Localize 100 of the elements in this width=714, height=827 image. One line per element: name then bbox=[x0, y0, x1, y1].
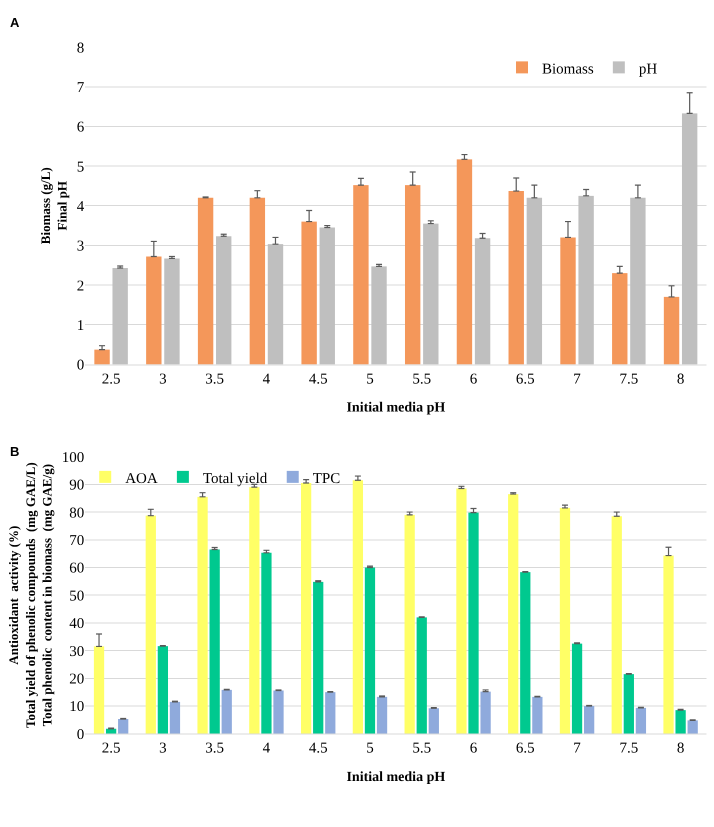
bar bbox=[94, 350, 110, 364]
x-tick-label: 4.5 bbox=[308, 740, 328, 757]
x-axis-title: Initial media pH bbox=[346, 400, 446, 416]
y-tick-label: 80 bbox=[69, 505, 84, 522]
bar bbox=[216, 236, 232, 364]
bar bbox=[612, 273, 628, 364]
y-tick-label: 90 bbox=[69, 478, 84, 494]
bar bbox=[197, 496, 208, 734]
text: A bbox=[10, 15, 20, 30]
bar bbox=[146, 516, 156, 734]
x-tick-label: 5 bbox=[366, 371, 374, 388]
bar bbox=[520, 572, 530, 734]
bar bbox=[146, 256, 162, 364]
x-tick-label: 5.5 bbox=[412, 371, 432, 388]
bar bbox=[612, 516, 622, 734]
bar bbox=[508, 494, 518, 734]
bar bbox=[364, 567, 376, 734]
legend-label: Total yield bbox=[202, 470, 268, 487]
y-axis-title: Biomass (g/L) Final pH bbox=[38, 167, 70, 244]
x-tick-label: 7 bbox=[573, 371, 582, 388]
x-tick-label: 4.5 bbox=[308, 371, 328, 388]
bar bbox=[584, 706, 594, 734]
x-tick-label: 2.5 bbox=[102, 740, 120, 757]
bar bbox=[428, 708, 439, 734]
bar bbox=[532, 696, 542, 734]
bar bbox=[301, 222, 317, 364]
x-axis-title: Initial media pH bbox=[346, 770, 446, 785]
bar bbox=[158, 646, 168, 734]
bar bbox=[300, 482, 312, 734]
y-tick-label: 4 bbox=[76, 198, 85, 215]
bar bbox=[663, 556, 674, 734]
y-tick-label: 60 bbox=[69, 560, 84, 577]
bar bbox=[313, 582, 324, 734]
bar bbox=[423, 224, 438, 364]
bar bbox=[273, 690, 284, 734]
bar bbox=[688, 720, 698, 734]
bar bbox=[474, 238, 490, 364]
bar bbox=[636, 708, 646, 734]
bar bbox=[164, 258, 180, 364]
bar bbox=[353, 185, 369, 364]
bar bbox=[578, 196, 594, 364]
bar bbox=[526, 198, 542, 364]
bar bbox=[261, 552, 272, 734]
bar bbox=[560, 508, 570, 734]
x-tick-label: 3 bbox=[159, 371, 167, 388]
x-tick-label: 6 bbox=[470, 371, 478, 388]
bar bbox=[560, 237, 576, 364]
bar bbox=[480, 692, 491, 734]
bar bbox=[250, 198, 266, 364]
bar bbox=[112, 268, 128, 364]
legend-label: AOA bbox=[125, 470, 158, 487]
bar bbox=[456, 488, 467, 734]
x-tick-label: 3.5 bbox=[205, 371, 224, 388]
bar bbox=[268, 244, 284, 364]
y-tick-label: 5 bbox=[76, 159, 84, 176]
y-tick-label: 6 bbox=[76, 120, 85, 136]
y-tick-label: 3 bbox=[76, 238, 84, 255]
bar bbox=[468, 512, 479, 734]
text: B bbox=[10, 444, 20, 459]
bar bbox=[170, 702, 180, 734]
bar bbox=[222, 690, 232, 734]
x-tick-label: 6 bbox=[470, 740, 478, 757]
bar bbox=[416, 617, 427, 734]
y-tick-label: 100 bbox=[62, 450, 84, 466]
y-tick-label: 8 bbox=[76, 40, 84, 56]
bar bbox=[675, 710, 686, 734]
x-tick-label: 3 bbox=[159, 740, 167, 757]
x-tick-label: 8 bbox=[676, 740, 684, 757]
x-tick-label: 6.5 bbox=[516, 371, 535, 388]
bar bbox=[320, 228, 335, 364]
y-tick-label: 0 bbox=[76, 358, 84, 374]
bar bbox=[325, 692, 336, 734]
bar bbox=[118, 719, 128, 734]
y-tick-label: 2 bbox=[76, 278, 84, 294]
bar bbox=[376, 696, 388, 734]
x-tick-label: 3.5 bbox=[205, 740, 224, 757]
bar bbox=[664, 296, 680, 364]
bar bbox=[371, 266, 387, 364]
y-tick-label: 50 bbox=[69, 588, 84, 604]
x-tick-label: 5.5 bbox=[412, 740, 432, 757]
bar bbox=[508, 191, 524, 364]
x-tick-label: 4 bbox=[262, 371, 271, 388]
x-tick-label: 6.5 bbox=[516, 740, 535, 757]
y-tick-label: 40 bbox=[69, 616, 84, 632]
y-tick-label: 10 bbox=[69, 699, 84, 716]
bar bbox=[210, 549, 220, 734]
bar bbox=[682, 113, 698, 364]
bar bbox=[198, 198, 214, 364]
bar bbox=[572, 644, 582, 734]
y-tick-label: 1 bbox=[76, 318, 84, 334]
bar bbox=[630, 198, 646, 364]
x-tick-label: 4 bbox=[262, 740, 271, 757]
x-tick-label: 5 bbox=[366, 740, 374, 757]
y-tick-label: 20 bbox=[69, 672, 84, 688]
bar bbox=[404, 185, 420, 364]
y-tick-label: 0 bbox=[76, 726, 84, 743]
legend-label: Biomass bbox=[542, 61, 594, 78]
legend-label: pH bbox=[638, 61, 658, 78]
x-tick-label: 7.5 bbox=[619, 740, 638, 757]
x-tick-label: 8 bbox=[676, 371, 684, 388]
